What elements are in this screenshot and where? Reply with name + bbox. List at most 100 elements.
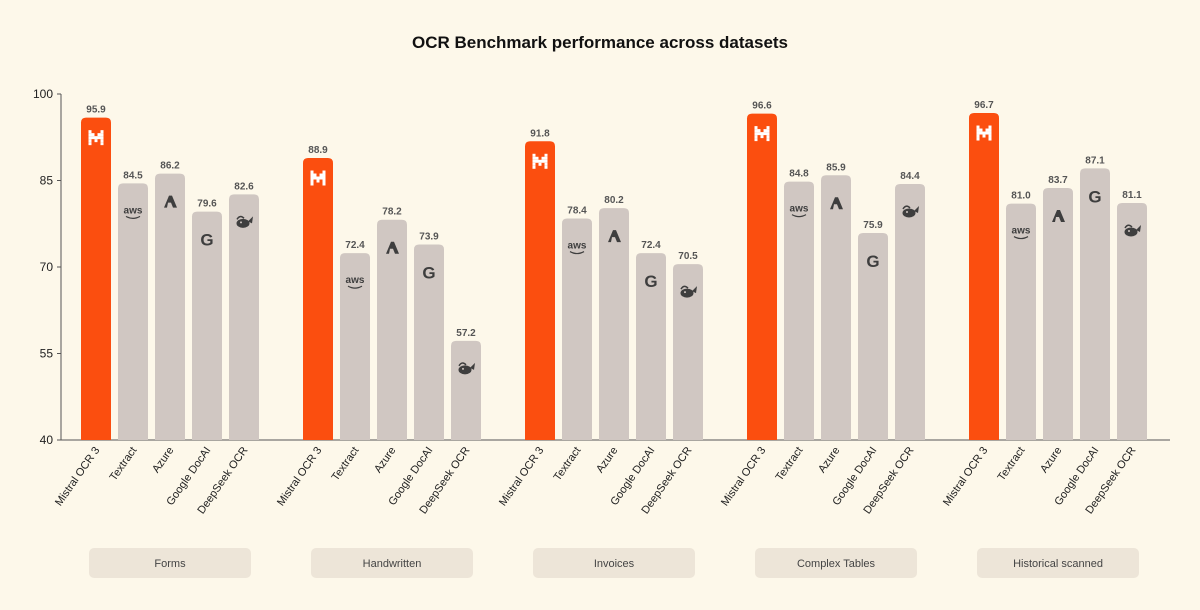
group-label-box xyxy=(89,548,251,578)
svg-text:aws: aws xyxy=(568,241,587,252)
bar xyxy=(340,253,370,440)
bar-value-label: 84.8 xyxy=(789,169,809,180)
bar xyxy=(1117,202,1147,440)
bar-value-label: 78.2 xyxy=(382,207,402,218)
x-tick-label: Textract xyxy=(996,445,1028,483)
bar-value-label: 88.9 xyxy=(308,145,328,156)
group-label: Historical scanned xyxy=(1013,558,1103,570)
azure-icon xyxy=(608,230,621,243)
azure-icon xyxy=(830,197,843,210)
group-label-box xyxy=(755,548,917,578)
aws-icon: aws xyxy=(124,205,143,219)
aws-icon: aws xyxy=(568,241,587,255)
bar xyxy=(895,183,925,440)
mistral-icon xyxy=(88,130,104,146)
bar xyxy=(1080,168,1110,440)
x-tick-label: Azure xyxy=(594,445,620,475)
bar xyxy=(377,219,407,440)
google-icon: G xyxy=(866,252,879,271)
svg-text:G: G xyxy=(422,264,435,283)
deepseek-icon xyxy=(902,205,919,218)
x-tick-label: Mistral OCR 3 xyxy=(497,445,546,508)
bar-value-label: 85.9 xyxy=(826,162,846,173)
bar-value-label: 79.6 xyxy=(197,199,217,210)
group-label-box xyxy=(533,548,695,578)
bar-value-label: 75.9 xyxy=(863,220,883,231)
x-tick-label: Mistral OCR 3 xyxy=(275,445,324,508)
bar xyxy=(747,113,777,441)
bar-value-label: 73.9 xyxy=(419,232,439,243)
x-tick-label: Azure xyxy=(372,445,398,475)
bar xyxy=(303,158,333,440)
bar xyxy=(155,173,185,440)
group-label: Complex Tables xyxy=(797,558,876,570)
group-labels: Forms Handwritten Invoices Complex Tables Hi… xyxy=(89,548,1139,578)
bar-value-label: 96.7 xyxy=(974,100,994,111)
svg-text:G: G xyxy=(644,272,657,291)
x-tick-label: Azure xyxy=(1038,445,1064,475)
deepseek-icon xyxy=(458,362,475,375)
bar xyxy=(969,113,999,440)
bar xyxy=(229,194,259,440)
group-label-box xyxy=(977,548,1139,578)
bar-value-label: 84.4 xyxy=(900,171,920,182)
bar-value-label: 57.2 xyxy=(456,328,476,339)
x-tick-label: Textract xyxy=(552,445,584,483)
mistral-icon xyxy=(310,170,326,186)
bar-value-label: 72.4 xyxy=(345,240,365,251)
svg-text:aws: aws xyxy=(790,204,809,215)
svg-text:G: G xyxy=(866,252,879,271)
chart-title: OCR Benchmark performance across dataset… xyxy=(412,33,788,52)
svg-text:G: G xyxy=(1088,187,1101,206)
bar-value-label: 83.7 xyxy=(1048,175,1068,186)
bar-value-label: 81.0 xyxy=(1011,191,1031,202)
bar xyxy=(118,183,148,440)
group-label: Invoices xyxy=(594,558,635,570)
x-tick-label: Textract xyxy=(774,445,806,483)
bar-value-label: 82.6 xyxy=(234,181,254,192)
svg-text:aws: aws xyxy=(124,205,143,216)
y-tick-label: 55 xyxy=(40,347,54,361)
bar-value-label: 95.9 xyxy=(86,105,106,116)
y-tick-label: 85 xyxy=(40,174,54,188)
group-label: Handwritten xyxy=(363,558,422,570)
bar xyxy=(636,253,666,440)
y-tick-label: 40 xyxy=(40,433,54,447)
google-icon: G xyxy=(200,231,213,250)
group-label: Forms xyxy=(154,558,186,570)
mistral-icon xyxy=(976,125,992,141)
bar xyxy=(562,218,592,440)
google-icon: G xyxy=(422,264,435,283)
bar-value-label: 80.2 xyxy=(604,195,624,206)
bar xyxy=(673,264,703,440)
deepseek-icon xyxy=(1124,224,1141,237)
bar-value-label: 84.5 xyxy=(123,170,143,181)
svg-text:G: G xyxy=(200,231,213,250)
y-tick-label: 70 xyxy=(40,260,54,274)
bar xyxy=(81,117,111,440)
bar xyxy=(821,175,851,440)
azure-icon xyxy=(386,241,399,254)
bar xyxy=(451,340,481,440)
aws-icon: aws xyxy=(790,204,809,218)
bar-value-label: 81.1 xyxy=(1122,190,1142,201)
x-tick-label: Mistral OCR 3 xyxy=(53,445,102,508)
x-tick-label: Azure xyxy=(150,445,176,475)
bar xyxy=(599,208,629,440)
bar xyxy=(1043,187,1073,440)
bar xyxy=(414,244,444,440)
group-label-box xyxy=(311,548,473,578)
bar-value-label: 87.1 xyxy=(1085,155,1105,166)
google-icon: G xyxy=(1088,187,1101,206)
bar xyxy=(192,211,222,440)
x-tick-label: Mistral OCR 3 xyxy=(941,445,990,508)
aws-icon: aws xyxy=(346,275,365,289)
x-tick-label: Mistral OCR 3 xyxy=(719,445,768,508)
bars: 95.9 Mistral OCR 3 84.5 aws Textract 86.2 Azur… xyxy=(53,100,1147,516)
bar xyxy=(858,232,888,440)
bar xyxy=(1006,203,1036,440)
x-tick-label: Azure xyxy=(816,445,842,475)
bar-value-label: 70.5 xyxy=(678,251,698,262)
mistral-icon xyxy=(532,153,548,169)
